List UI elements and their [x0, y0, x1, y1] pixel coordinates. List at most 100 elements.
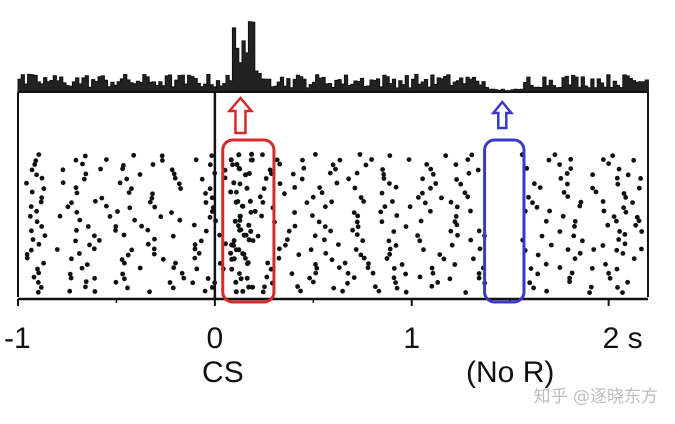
spike-dot: [158, 214, 164, 220]
spike-dot: [636, 185, 642, 191]
spike-dot: [217, 232, 223, 238]
spike-dot: [152, 236, 157, 242]
x-tick-label: 0: [207, 322, 224, 355]
spike-dot: [81, 176, 87, 182]
spike-dot: [191, 222, 197, 228]
spike-dot: [248, 228, 254, 234]
spike-dot: [283, 242, 288, 248]
spike-dot: [223, 241, 229, 247]
spike-dot: [83, 171, 89, 177]
spike-dot: [453, 214, 459, 219]
spike-dot: [558, 176, 564, 181]
spike-dot: [636, 218, 642, 224]
spike-dot: [565, 247, 571, 253]
spike-dot: [149, 195, 155, 201]
spike-dot: [122, 260, 127, 266]
spike-dot: [113, 279, 119, 285]
spike-dot: [41, 260, 46, 266]
spike-dot: [391, 266, 397, 271]
spike-dot: [152, 204, 158, 210]
spike-dot: [147, 289, 152, 295]
spike-dot: [387, 153, 393, 159]
spike-dot: [593, 189, 599, 195]
spike-dot: [79, 265, 85, 271]
spike-dot: [567, 279, 572, 285]
spike-dot: [428, 208, 433, 214]
spike-dot: [150, 162, 156, 167]
spike-dot: [391, 229, 397, 235]
spike-dot: [299, 176, 305, 182]
spike-dot: [565, 194, 571, 200]
spike-dot: [83, 284, 88, 290]
spike-dot: [603, 261, 608, 267]
spike-dot: [68, 275, 74, 281]
spike-dot: [572, 224, 577, 229]
spike-dot: [614, 266, 620, 272]
spike-dot: [535, 271, 541, 277]
spike-dot: [199, 176, 205, 182]
spike-dot: [60, 167, 66, 173]
spike-dot: [57, 213, 63, 219]
spike-dot: [240, 203, 246, 209]
spike-dot: [390, 199, 395, 204]
spike-dot: [241, 232, 247, 238]
spike-dot: [246, 237, 252, 243]
spike-dot: [387, 181, 392, 186]
spike-dot: [237, 213, 243, 219]
spike-dot: [417, 238, 423, 244]
spike-dot: [381, 176, 387, 181]
spike-dot: [171, 171, 177, 177]
spike-dot: [209, 153, 215, 159]
spike-dot: [205, 276, 211, 281]
spike-dot: [98, 166, 103, 172]
spike-dot: [131, 152, 137, 158]
spike-dot: [282, 191, 287, 197]
spike-dot: [611, 214, 617, 220]
spike-dot: [623, 195, 629, 200]
x-tick-label: 2 s: [603, 322, 643, 355]
spike-dot: [616, 237, 622, 242]
spike-dot: [99, 195, 105, 201]
spike-dot: [428, 166, 434, 172]
spike-dot: [236, 247, 242, 253]
spike-dot: [620, 251, 626, 256]
spike-dot: [454, 204, 460, 210]
spike-dot: [159, 153, 165, 159]
spike-dot: [237, 271, 242, 276]
spike-dot: [403, 271, 408, 277]
spike-dot: [363, 162, 369, 168]
spike-dot: [366, 261, 371, 266]
spike-dot: [292, 223, 298, 229]
spike-dot: [257, 194, 263, 200]
x-tick-label: 1: [403, 322, 420, 355]
spike-dot: [429, 265, 435, 271]
spike-dot: [35, 280, 41, 285]
spike-dot: [475, 167, 481, 173]
spike-dot: [471, 256, 476, 262]
spike-dot: [274, 157, 280, 163]
spike-dot: [236, 165, 242, 171]
spike-dot: [420, 190, 425, 196]
spike-dot: [469, 152, 475, 158]
spike-dot: [454, 177, 459, 182]
spike-dot: [379, 190, 385, 196]
spike-dot: [452, 262, 458, 267]
spike-dot: [591, 247, 597, 252]
spike-dot: [373, 284, 378, 290]
spike-dot: [252, 208, 258, 214]
spike-dot: [477, 246, 483, 252]
spike-dot: [623, 209, 629, 215]
spike-dot: [250, 238, 256, 244]
spike-dot: [119, 257, 125, 262]
spike-dot: [382, 204, 388, 210]
spike-dot: [179, 270, 185, 276]
spike-dot: [560, 213, 566, 219]
spike-dot: [38, 199, 44, 205]
spike-dot: [238, 276, 244, 282]
spike-dot: [564, 171, 570, 176]
spike-dot: [277, 181, 283, 187]
spike-dot: [237, 181, 243, 187]
spike-dot: [420, 176, 425, 182]
spike-dot: [170, 285, 176, 291]
spike-dot: [263, 176, 269, 181]
